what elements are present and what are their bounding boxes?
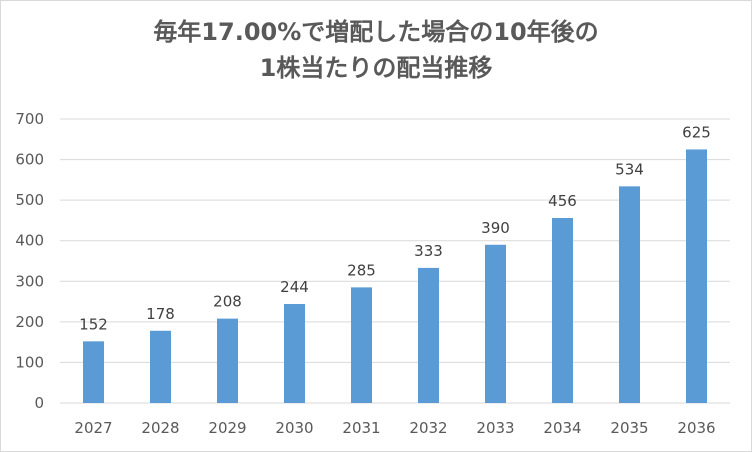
- x-tick-label: 2035: [610, 419, 648, 437]
- bar-2033: [485, 244, 506, 403]
- data-label-2035: 534: [615, 160, 644, 178]
- bar-2031: [351, 287, 372, 403]
- x-tick-label: 2027: [74, 419, 112, 437]
- data-label-2028: 178: [146, 305, 175, 323]
- gridlines: [60, 118, 730, 404]
- y-tick-label: 500: [15, 191, 44, 209]
- bar-2027: [83, 341, 104, 403]
- x-tick-label: 2033: [476, 419, 514, 437]
- y-tick-label: 300: [15, 272, 44, 290]
- x-tick-label: 2031: [342, 419, 380, 437]
- x-tick-label: 2028: [141, 419, 179, 437]
- bars: [83, 149, 707, 403]
- x-tick-label: 2034: [543, 419, 581, 437]
- chart-title-line-2: 1株当たりの配当推移: [259, 54, 493, 82]
- data-labels: 152 178 208 244 285 333 390 456 534 625: [79, 123, 711, 333]
- x-tick-label: 2032: [409, 419, 447, 437]
- x-tick-label: 2030: [275, 419, 313, 437]
- data-label-2036: 625: [682, 123, 711, 141]
- bar-2035: [619, 186, 640, 403]
- y-tick-label: 200: [15, 313, 44, 331]
- data-label-2033: 390: [481, 219, 510, 237]
- x-tick-label: 2029: [208, 419, 246, 437]
- bar-2032: [418, 267, 439, 403]
- y-axis-ticks: 0 100 200 300 400 500 600 700: [15, 110, 44, 412]
- bar-2029: [217, 318, 238, 403]
- y-tick-label: 600: [15, 151, 44, 169]
- data-label-2034: 456: [548, 192, 577, 210]
- y-tick-label: 0: [34, 394, 44, 412]
- data-label-2032: 333: [414, 242, 443, 260]
- chart-title: 毎年17.00%で増配した場合の10年後の 1株当たりの配当推移: [0, 14, 752, 86]
- data-label-2027: 152: [79, 315, 108, 333]
- y-tick-label: 100: [15, 353, 44, 371]
- chart-title-line-1: 毎年17.00%で増配した場合の10年後の: [153, 18, 599, 46]
- x-axis-ticks: 2027 2028 2029 2030 2031 2032 2033 2034 2035 2036: [74, 419, 715, 437]
- data-label-2031: 285: [347, 261, 376, 279]
- bar-2030: [284, 304, 305, 403]
- bar-2036: [686, 149, 707, 403]
- data-label-2029: 208: [213, 293, 242, 311]
- x-tick-label: 2036: [677, 419, 715, 437]
- bar-2034: [552, 217, 573, 403]
- y-tick-label: 400: [15, 232, 44, 250]
- y-tick-label: 700: [15, 110, 44, 128]
- data-label-2030: 244: [280, 278, 309, 296]
- bar-2028: [150, 330, 171, 403]
